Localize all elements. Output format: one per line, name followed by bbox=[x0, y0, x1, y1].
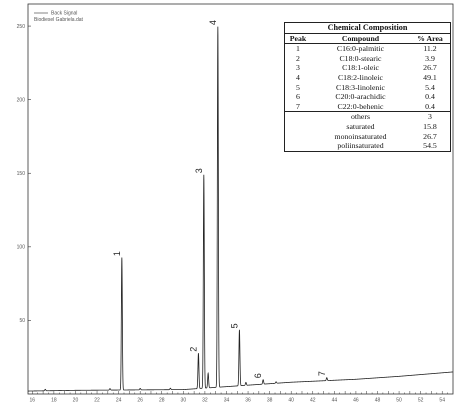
legend-label-signal: Back Signal bbox=[51, 11, 77, 17]
table-title: Chemical Composition bbox=[285, 23, 450, 34]
peak-label-1: 1 bbox=[112, 251, 122, 256]
y-tick-label: 50 bbox=[19, 318, 25, 324]
peak-label-6: 6 bbox=[253, 373, 263, 378]
cell-peak: 1 bbox=[296, 44, 300, 54]
cell-compound: C16:0-palmitic bbox=[336, 44, 385, 54]
cell-compound: C22:0-behenic bbox=[337, 101, 384, 111]
plot-frame bbox=[27, 3, 454, 395]
chromatogram-trace bbox=[27, 26, 454, 392]
cell-peak: 2 bbox=[296, 53, 300, 63]
cell-area: 49.1 bbox=[423, 72, 437, 82]
x-tick-label: 26 bbox=[137, 398, 143, 404]
x-tick-label: 48 bbox=[375, 398, 381, 404]
x-tick-label: 42 bbox=[310, 398, 316, 404]
peak-label-4: 4 bbox=[208, 20, 218, 25]
x-tick-label: 38 bbox=[267, 398, 273, 404]
x-tick-label: 50 bbox=[396, 398, 402, 404]
y-tick-label: 250 bbox=[17, 24, 26, 30]
x-tick-label: 34 bbox=[224, 398, 230, 404]
x-tick-label: 54 bbox=[439, 398, 445, 404]
cell-peak: 3 bbox=[296, 63, 300, 73]
x-tick-label: 44 bbox=[332, 398, 338, 404]
header-area: % Area bbox=[410, 33, 450, 45]
y-axis-ticks: 50 100 150 200 250 bbox=[17, 24, 31, 324]
summary-label: monoinsaturated bbox=[334, 131, 387, 141]
x-tick-label: 40 bbox=[288, 398, 294, 404]
x-tick-label: 30 bbox=[181, 398, 187, 404]
x-tick-label: 32 bbox=[202, 398, 208, 404]
x-tick-label: 28 bbox=[159, 398, 165, 404]
x-tick-label: 22 bbox=[94, 398, 100, 404]
cell-area: 5.4 bbox=[425, 82, 435, 92]
table-row: 4 C18:2-linoleic 49.1 bbox=[285, 73, 450, 83]
x-tick-label: 20 bbox=[73, 398, 79, 404]
cell-area: 3.9 bbox=[425, 53, 435, 63]
summary-row: poliinsaturated 54.5 bbox=[285, 141, 450, 151]
cell-compound: C18:0-stearic bbox=[339, 53, 382, 63]
peak-label-5: 5 bbox=[229, 323, 239, 328]
header-peak: Peak bbox=[285, 33, 311, 45]
table-row: 7 C22:0-behenic 0.4 bbox=[285, 102, 450, 112]
table-row: 6 C20:0-arachidic 0.4 bbox=[285, 92, 450, 102]
x-axis-ticks: 16 18 20 22 24 26 28 30 32 34 36 38 40 42 44 46 48 50 52 54 bbox=[30, 391, 448, 404]
cell-blank bbox=[285, 141, 311, 151]
summary-value: 26.7 bbox=[423, 131, 437, 141]
peak-label-7: 7 bbox=[317, 371, 327, 376]
summary-row: monoinsaturated 26.7 bbox=[285, 132, 450, 142]
table-row: 3 C18:1-oleic 26.7 bbox=[285, 63, 450, 73]
legend-label-file: Biodiesel Gabriela.dat bbox=[34, 17, 84, 23]
composition-table: Chemical Composition Peak Compound % Are… bbox=[284, 22, 451, 152]
cell-compound: C18:3-linolenic bbox=[336, 82, 385, 92]
cell-peak: 4 bbox=[296, 72, 300, 82]
cell-area: 0.4 bbox=[425, 92, 435, 102]
peak-label-2: 2 bbox=[188, 347, 198, 352]
cell-compound: C20:0-arachidic bbox=[335, 92, 386, 102]
legend: Back Signal Biodiesel Gabriela.dat bbox=[34, 11, 84, 23]
summary-row: others 3 bbox=[285, 111, 450, 122]
x-tick-label: 36 bbox=[245, 398, 251, 404]
x-tick-label: 16 bbox=[30, 398, 36, 404]
summary-value: 54.5 bbox=[423, 141, 437, 151]
cell-blank bbox=[285, 132, 311, 142]
x-tick-label: 18 bbox=[51, 398, 57, 404]
x-tick-label: 52 bbox=[418, 398, 424, 404]
peak-label-3: 3 bbox=[194, 168, 204, 173]
summary-label: poliinsaturated bbox=[337, 141, 384, 151]
header-compound: Compound bbox=[311, 33, 410, 45]
table-row: 5 C18:3-linolenic 5.4 bbox=[285, 83, 450, 93]
summary-value: 15.8 bbox=[423, 121, 437, 131]
summary-label: others bbox=[311, 111, 410, 122]
y-tick-label: 150 bbox=[17, 171, 26, 177]
table-row: 2 C18:0-stearic 3.9 bbox=[285, 54, 450, 64]
cell-blank bbox=[285, 122, 311, 132]
y-tick-label: 200 bbox=[17, 97, 26, 103]
cell-compound: C18:1-oleic bbox=[342, 63, 379, 73]
cell-area: 0.4 bbox=[425, 101, 435, 111]
cell-area: 11.2 bbox=[423, 44, 437, 54]
cell-peak: 5 bbox=[296, 82, 300, 92]
cell-peak: 6 bbox=[296, 92, 300, 102]
summary-row: saturated 15.8 bbox=[285, 122, 450, 132]
cell-area: 26.7 bbox=[423, 63, 437, 73]
cell-blank bbox=[285, 111, 311, 122]
y-tick-label: 100 bbox=[17, 245, 26, 251]
summary-value: 3 bbox=[410, 111, 450, 122]
table-body: 1 C16:0-palmitic 11.2 2 C18:0-stearic 3.9 3 C18… bbox=[285, 44, 450, 151]
x-tick-label: 24 bbox=[116, 398, 122, 404]
cell-compound: C18:2-linoleic bbox=[337, 72, 384, 82]
cell-peak: 7 bbox=[296, 101, 300, 111]
summary-label: saturated bbox=[346, 121, 375, 131]
table-row: 1 C16:0-palmitic 11.2 bbox=[285, 44, 450, 54]
x-tick-label: 46 bbox=[353, 398, 359, 404]
